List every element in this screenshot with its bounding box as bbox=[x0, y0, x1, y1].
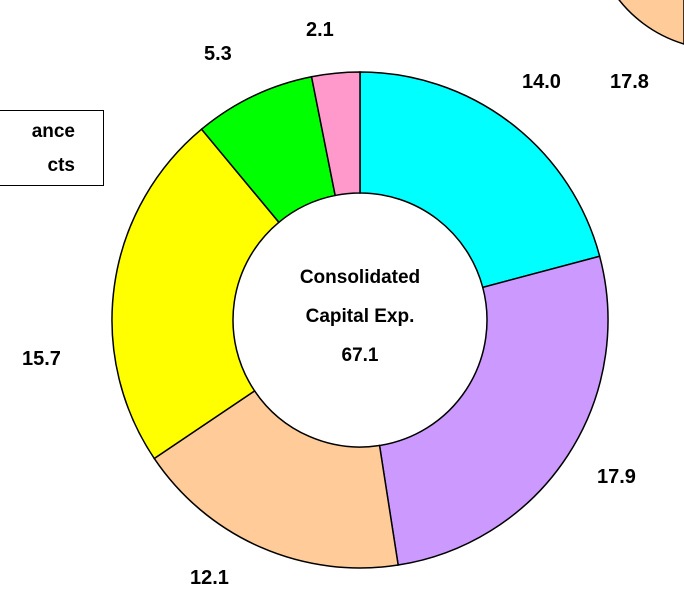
donut-slice-2 bbox=[153, 389, 400, 569]
center-label-line-1: Consolidated bbox=[300, 267, 420, 288]
legend-text-line-2: cts bbox=[47, 155, 75, 176]
slice-label-3: 15.7 bbox=[22, 348, 61, 370]
slice-label-2: 12.1 bbox=[190, 567, 229, 589]
legend-text-line-1: ance bbox=[31, 121, 75, 142]
donut-slice-3 bbox=[111, 128, 280, 460]
donut-slice-0 bbox=[359, 71, 601, 289]
donut-slice-5 bbox=[310, 71, 361, 197]
center-label-line-2: Capital Exp. bbox=[306, 306, 415, 327]
slice-label-4: 5.3 bbox=[204, 43, 232, 65]
legend-box: ance cts bbox=[0, 110, 104, 186]
neighbor-chart-slice bbox=[618, 0, 684, 45]
slice-label-5: 2.1 bbox=[306, 19, 334, 41]
slice-label-1: 17.9 bbox=[597, 466, 636, 488]
slice-label-0: 14.0 bbox=[522, 71, 561, 93]
donut-slice-1 bbox=[378, 255, 609, 566]
center-label-total: 67.1 bbox=[342, 345, 379, 366]
donut-slices bbox=[111, 71, 609, 569]
neighbor-chart-value-label: 17.8 bbox=[610, 71, 649, 93]
